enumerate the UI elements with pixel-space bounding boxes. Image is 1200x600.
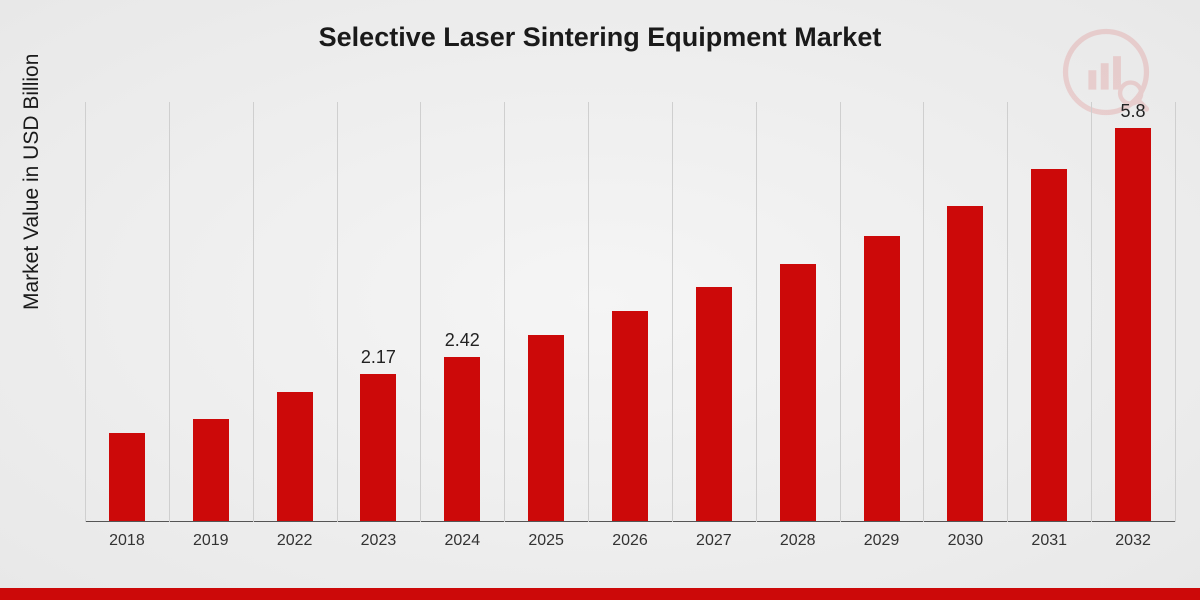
bar: 5.8 — [1115, 128, 1151, 521]
bar: 2.17 — [360, 374, 396, 521]
x-tick-label: 2032 — [1115, 532, 1151, 550]
bar — [1031, 169, 1067, 521]
plot-area: 2.172.425.8 2018201920222023202420252026… — [85, 102, 1175, 522]
bar — [277, 392, 313, 521]
x-tick-label: 2030 — [948, 532, 984, 550]
bar — [109, 433, 145, 521]
bar-value-label: 2.42 — [445, 330, 480, 351]
bar-value-label: 2.17 — [361, 347, 396, 368]
bar — [696, 287, 732, 521]
chart-title: Selective Laser Sintering Equipment Mark… — [0, 22, 1200, 53]
bar: 2.42 — [444, 357, 480, 521]
x-tick-label: 2029 — [864, 532, 900, 550]
x-tick-label: 2022 — [277, 532, 313, 550]
x-tick-label: 2025 — [528, 532, 564, 550]
bar — [780, 264, 816, 521]
bar — [864, 236, 900, 521]
bars-container: 2.17 2.42 5.8 — [85, 102, 1175, 521]
gridline — [1175, 102, 1176, 522]
x-tick-label: 2027 — [696, 532, 732, 550]
y-axis-label: Market Value in USD Billion — [20, 54, 44, 310]
x-tick-label: 2023 — [361, 532, 397, 550]
x-tick-label: 2026 — [612, 532, 648, 550]
x-tick-label: 2018 — [109, 532, 145, 550]
bar — [528, 335, 564, 521]
x-tick-label: 2028 — [780, 532, 816, 550]
bar — [612, 311, 648, 521]
bar — [193, 419, 229, 521]
x-tick-label: 2031 — [1031, 532, 1067, 550]
bar — [947, 206, 983, 521]
x-tick-label: 2024 — [445, 532, 481, 550]
bottom-accent-band — [0, 588, 1200, 600]
bar-value-label: 5.8 — [1121, 101, 1146, 122]
x-tick-label: 2019 — [193, 532, 229, 550]
x-axis-line — [85, 521, 1175, 522]
